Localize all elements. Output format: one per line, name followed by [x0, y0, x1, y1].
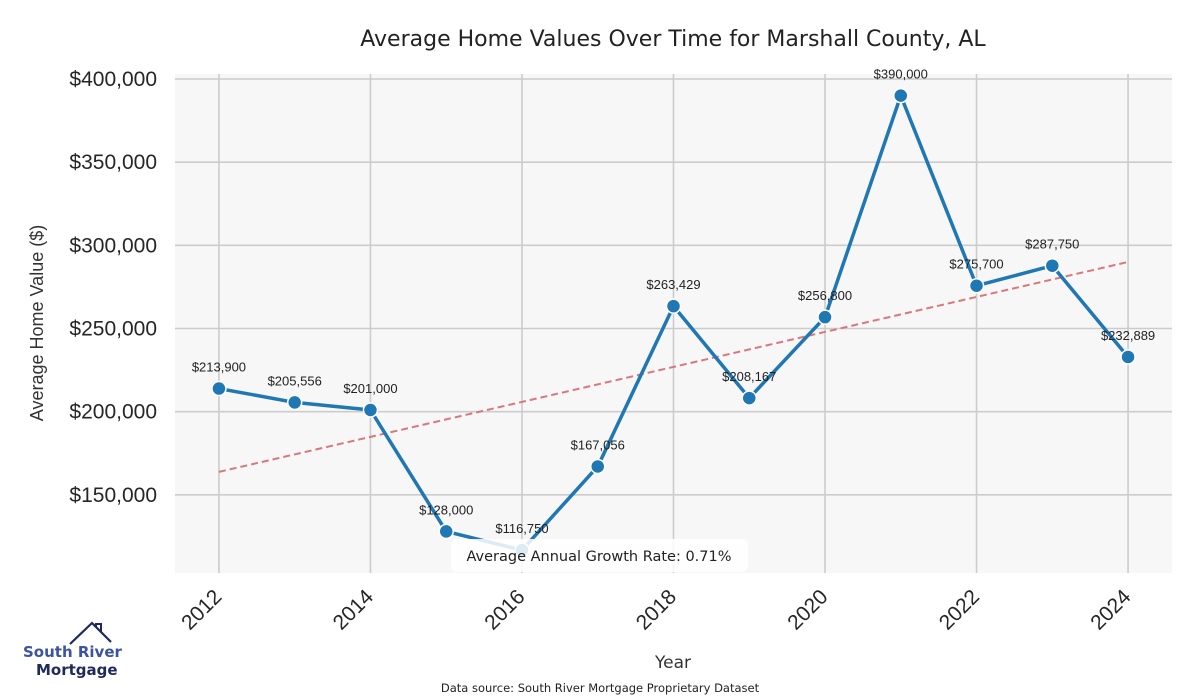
data-point [362, 402, 379, 418]
x-tick-label: 2022 [935, 585, 984, 634]
data-label: $287,750 [1025, 237, 1079, 252]
x-tick-label: 2014 [329, 585, 379, 635]
annotation-box [451, 539, 748, 572]
data-label: $256,800 [798, 288, 852, 303]
x-tick-label: 2016 [480, 585, 529, 634]
data-label: $167,056 [571, 437, 625, 452]
data-label: $208,167 [722, 369, 776, 384]
logo-text-mortgage: Mortgage [36, 661, 118, 679]
data-point [893, 87, 909, 104]
trend-line [218, 260, 1129, 473]
data-label: $128,000 [419, 502, 473, 517]
y-tick-label: $200,000 [69, 401, 157, 424]
data-label: $275,700 [949, 257, 1003, 272]
annotation-text: Average Annual Growth Rate: 0.71% [466, 549, 731, 565]
x-tick-label: 2012 [177, 585, 226, 634]
y-tick-label: $300,000 [69, 234, 157, 257]
y-tick-label: $350,000 [69, 151, 157, 174]
data-point [968, 277, 985, 294]
x-tick-label: 2024 [1086, 585, 1136, 635]
y-tick-label: $150,000 [69, 484, 157, 507]
data-point [1044, 257, 1061, 274]
x-tick-label: 2018 [632, 585, 681, 634]
data-point [589, 458, 606, 475]
x-tick-label: 2020 [783, 585, 832, 634]
data-label: $213,900 [192, 360, 246, 375]
data-labels-group: $213,900 $205,556 $201,000 $128,000 $116,750… [192, 67, 1155, 537]
data-label: $232,889 [1101, 328, 1155, 343]
y-axis-ticks: $150,000 $200,000 $250,000 $300,000 $350,000… [69, 68, 157, 507]
x-axis-ticks: 2012 2014 2016 2018 2020 2022 2024 [177, 585, 1136, 635]
house-chimney-icon [95, 623, 102, 632]
chart-title: Average Home Values Over Time for Marsha… [360, 27, 986, 52]
data-label: $116,750 [495, 521, 548, 536]
y-tick-label: $250,000 [69, 317, 157, 340]
house-roof-icon [69, 621, 112, 645]
data-point [741, 390, 758, 406]
data-point [211, 380, 227, 397]
data-point [438, 523, 454, 540]
x-axis-label: Year [654, 653, 691, 673]
company-logo: South River Mortgage [23, 621, 123, 679]
growth-rate-annotation: Average Annual Growth Rate: 0.71% [451, 539, 748, 572]
data-label: $201,000 [343, 381, 397, 396]
data-source-note: Data source: South River Mortgage Propri… [441, 681, 760, 695]
data-label: $263,429 [646, 277, 700, 292]
data-point [1120, 349, 1136, 365]
data-label: $390,000 [874, 67, 928, 82]
y-tick-label: $400,000 [69, 68, 157, 91]
data-label: $205,556 [268, 373, 322, 388]
data-point [286, 394, 303, 411]
data-point [665, 298, 682, 314]
trend-line-group [218, 260, 1129, 473]
data-point [817, 309, 833, 325]
logo-text-south-river: South River [23, 643, 123, 661]
y-axis-label: Average Home Value ($) [27, 225, 47, 421]
